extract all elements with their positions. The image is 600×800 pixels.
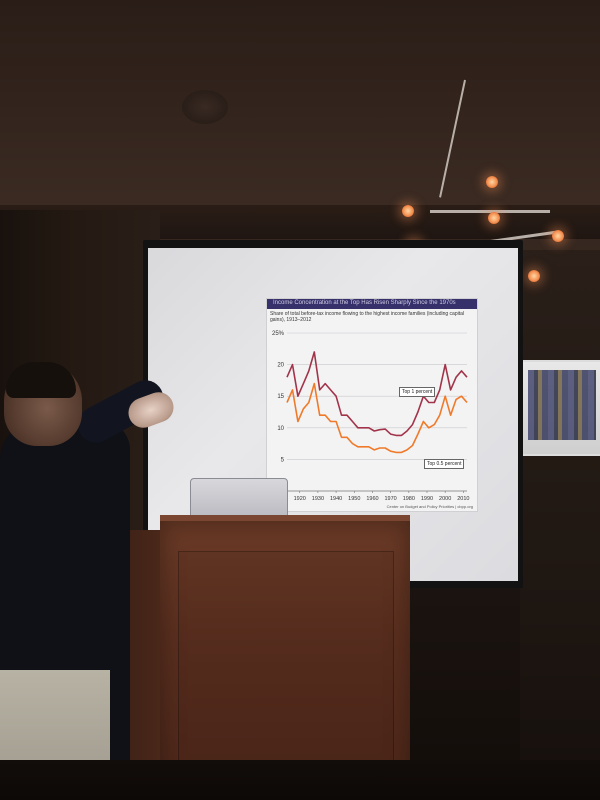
right-wall	[520, 250, 600, 800]
x-tick-label: 1980	[403, 496, 415, 502]
slide-subtitle: Share of total before-tax income flowing…	[270, 311, 464, 323]
x-tick-label: 1950	[348, 496, 360, 502]
series-line	[286, 382, 468, 454]
x-tick-label: 1990	[421, 496, 433, 502]
y-tick-label: 25%	[272, 331, 285, 337]
ceiling-speaker	[182, 90, 228, 124]
bookshelf	[520, 360, 600, 456]
chandelier-arm	[430, 210, 550, 213]
chandelier-rod	[439, 79, 466, 198]
slide-source: Center on Budget and Policy Priorities |…	[386, 504, 473, 509]
chandelier-bulb	[552, 230, 564, 242]
y-tick-label: 15	[277, 394, 284, 400]
chandelier-bulb	[528, 270, 540, 282]
books	[528, 370, 596, 440]
x-tick-label: 1960	[366, 496, 378, 502]
slide-title: Income Concentration at the Top Has Rise…	[273, 300, 456, 306]
chandelier-bulb	[486, 176, 498, 188]
presenter-hair	[6, 362, 76, 398]
chandelier-bulb	[488, 212, 500, 224]
x-tick-label: 1920	[294, 496, 306, 502]
floor	[0, 760, 600, 800]
podium	[160, 515, 410, 800]
podium-panel	[178, 551, 394, 793]
x-tick-label: 1940	[330, 496, 342, 502]
y-tick-label: 10	[277, 426, 284, 432]
chandelier-bulb	[402, 205, 414, 217]
y-tick-label: 20	[277, 363, 284, 369]
slide-header-bar: Income Concentration at the Top Has Rise…	[267, 299, 477, 309]
callout-top1: Top 1 percent	[399, 387, 436, 397]
x-tick-label: 1970	[385, 496, 397, 502]
y-tick-label: 5	[281, 457, 285, 463]
income-chart: 5 10 15 20 25% 1920 1930 1940 1950 1960 1970 1980 19…	[272, 331, 470, 502]
x-tick-label: 1930	[312, 496, 324, 502]
x-tick-label: 2010	[457, 496, 469, 502]
series-line	[286, 351, 468, 437]
slide: Income Concentration at the Top Has Rise…	[266, 298, 478, 512]
callout-top05: Top 0.5 percent	[424, 459, 465, 469]
x-tick-label: 2000	[439, 496, 451, 502]
